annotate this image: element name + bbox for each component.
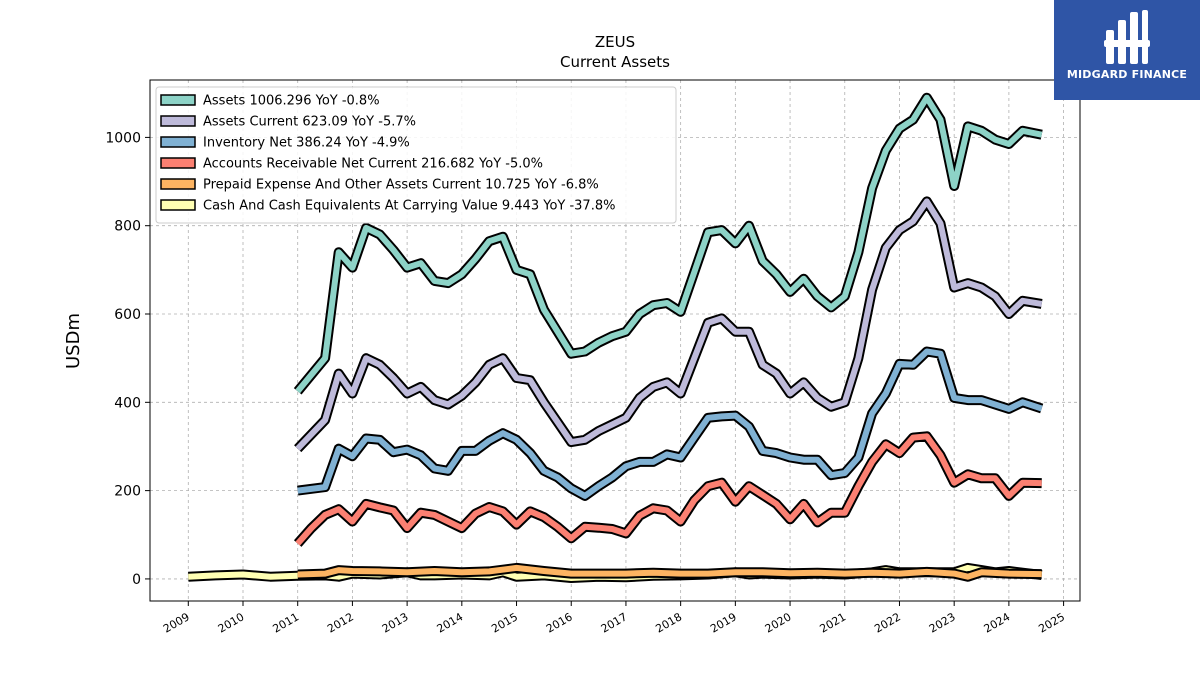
x-tick-label: 2025 bbox=[1036, 610, 1067, 635]
legend-swatch bbox=[160, 178, 196, 190]
series-lines bbox=[188, 92, 1044, 583]
series-line bbox=[297, 562, 1042, 582]
chart-subtitle: Current Assets bbox=[560, 53, 670, 71]
y-tick-label: 600 bbox=[114, 307, 141, 323]
y-tick-label: 0 bbox=[132, 572, 141, 588]
series-line-outline bbox=[297, 346, 1044, 501]
legend-entry: Accounts Receivable Net Current 216.682 … bbox=[203, 157, 543, 172]
series-line bbox=[294, 196, 1043, 453]
x-tick-label: 2018 bbox=[653, 610, 684, 635]
legend-entry: Prepaid Expense And Other Assets Current… bbox=[203, 178, 599, 193]
x-tick-label: 2016 bbox=[544, 610, 575, 635]
x-tick-label: 2019 bbox=[708, 610, 739, 635]
series-line-stroke bbox=[295, 94, 1043, 394]
x-tick-label: 2020 bbox=[763, 610, 794, 635]
series-line bbox=[293, 431, 1042, 547]
series-line bbox=[293, 92, 1043, 395]
x-tick-label: 2014 bbox=[435, 610, 466, 635]
y-tick-label: 1000 bbox=[105, 130, 141, 146]
x-tick-label: 2017 bbox=[599, 610, 630, 635]
legend-swatch bbox=[160, 115, 196, 127]
series-line-stroke bbox=[295, 433, 1042, 546]
x-tick-label: 2012 bbox=[325, 610, 356, 635]
x-tick-label: 2009 bbox=[161, 610, 192, 635]
plot-area bbox=[149, 79, 1081, 602]
x-tick-label: 2024 bbox=[982, 610, 1013, 635]
legend-entry: Assets Current 623.09 YoY -5.7% bbox=[203, 115, 416, 130]
x-tick-label: 2022 bbox=[872, 610, 903, 635]
x-tick-label: 2011 bbox=[270, 610, 301, 635]
series-line-stroke bbox=[297, 348, 1043, 499]
x-tick-label: 2023 bbox=[927, 610, 958, 635]
legend-swatch bbox=[160, 157, 196, 169]
legend-box bbox=[155, 86, 677, 224]
legend-swatch bbox=[160, 199, 196, 211]
x-tick-label: 2013 bbox=[380, 610, 411, 635]
legend-entry: Assets 1006.296 YoY -0.8% bbox=[203, 94, 380, 109]
y-axis-ticks: 0 200 400 600 800 1000 bbox=[105, 130, 150, 588]
legend-swatch bbox=[160, 136, 196, 148]
series-line bbox=[297, 346, 1044, 501]
x-tick-label: 2010 bbox=[216, 610, 247, 635]
legend-swatch bbox=[160, 94, 196, 106]
legend: Assets 1006.296 YoY -0.8% Assets Current … bbox=[155, 86, 677, 224]
y-tick-label: 200 bbox=[114, 484, 141, 500]
legend-entry: Inventory Net 386.24 YoY -4.9% bbox=[203, 136, 410, 151]
chart-title: ZEUS bbox=[595, 33, 635, 51]
series-line-outline bbox=[294, 196, 1043, 453]
y-tick-label: 800 bbox=[114, 219, 141, 235]
brand-mark-icon bbox=[1104, 10, 1150, 64]
y-tick-label: 400 bbox=[114, 395, 141, 411]
legend-entry: Cash And Cash Equivalents At Carrying Va… bbox=[203, 199, 615, 214]
series-line-stroke bbox=[295, 198, 1043, 451]
brand-logo: MIDGARD FINANCE bbox=[1054, 0, 1200, 100]
y-axis-label: USDm bbox=[63, 313, 84, 369]
x-axis-ticks: 2009 2010 2011 2012 2013 2014 2015 2016 2017 2018… bbox=[161, 601, 1067, 636]
brand-name: MIDGARD FINANCE bbox=[1066, 68, 1188, 81]
x-tick-label: 2021 bbox=[818, 610, 849, 635]
x-tick-label: 2015 bbox=[489, 610, 520, 635]
series-line-stroke bbox=[297, 564, 1042, 580]
